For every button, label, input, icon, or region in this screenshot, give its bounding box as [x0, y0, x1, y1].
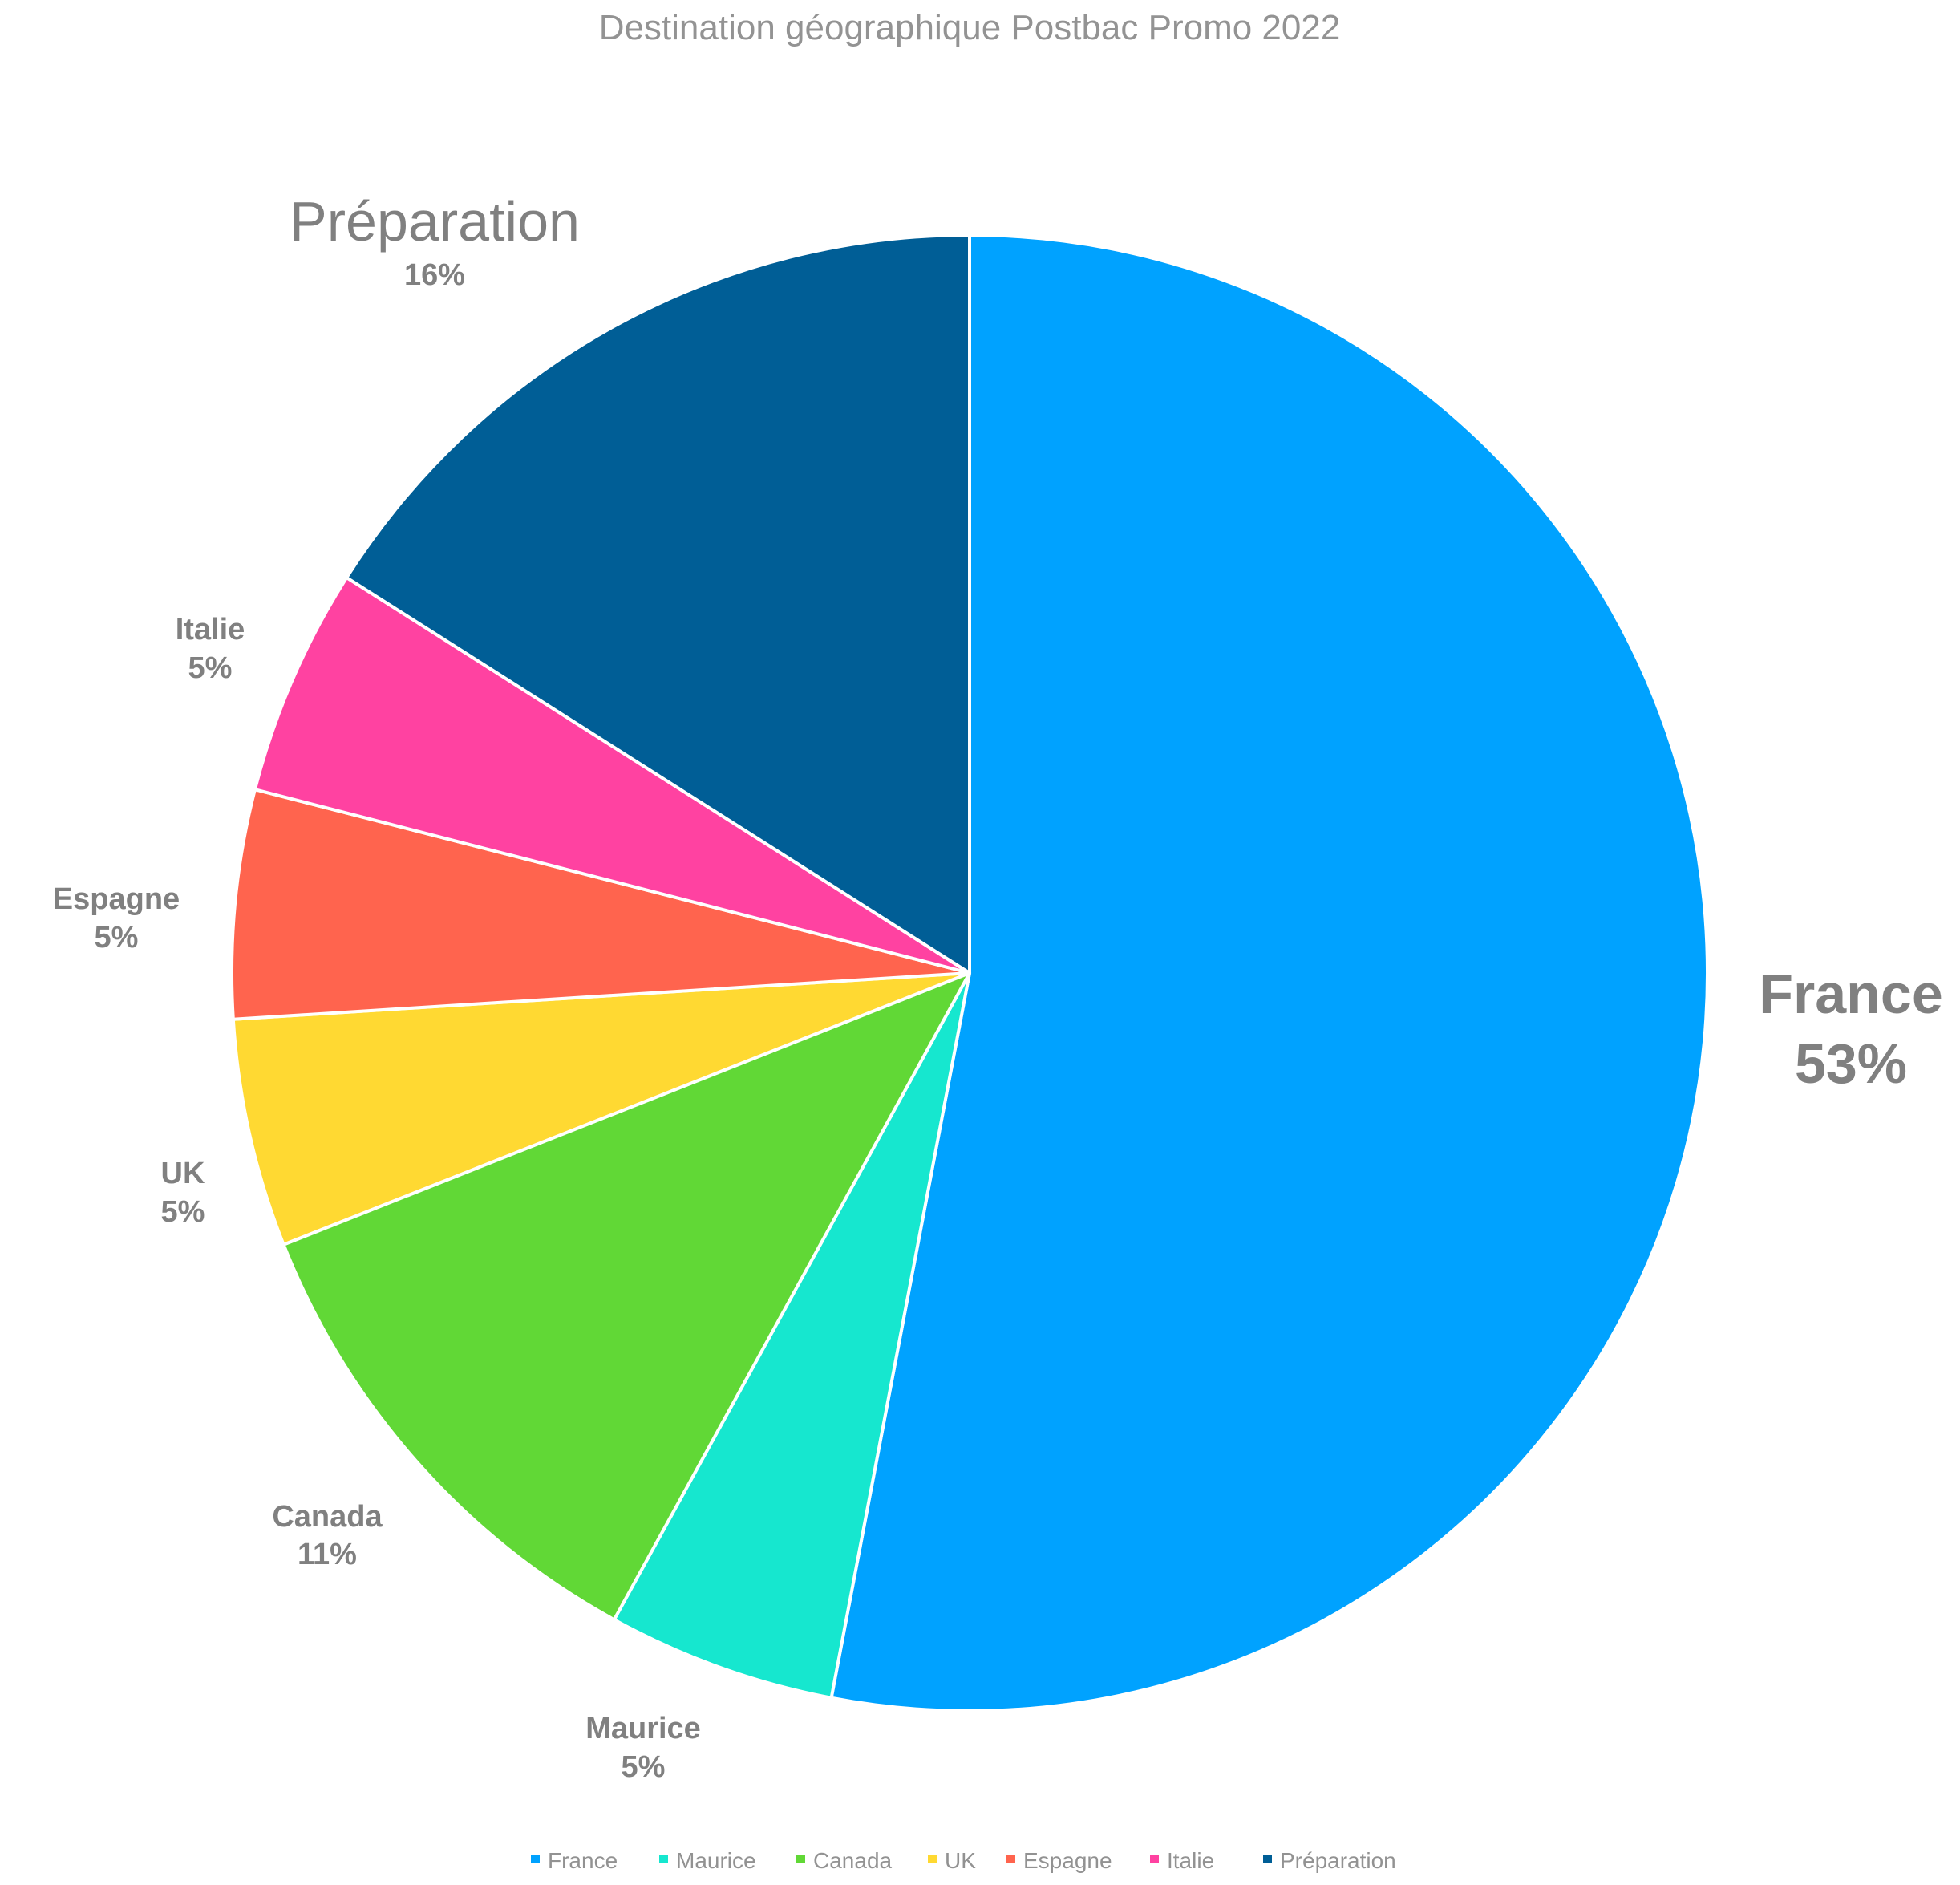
slice-label-category-italie: Italie [176, 613, 245, 647]
slice-label-value-france: 53% [1795, 1032, 1907, 1095]
legend-swatch-uk [928, 1855, 937, 1863]
legend-label-canada: Canada [813, 1848, 893, 1873]
slice-labels: France 53% Maurice 5% Canada 11% UK 5% Espagne 5%… [53, 190, 1943, 1784]
slice-label-value-canada: 11% [298, 1538, 357, 1571]
slice-label-value-italie: 5% [188, 651, 233, 685]
slice-espagne [230, 788, 971, 1021]
legend: France Maurice Canada UK Espagne Italie Prépar… [531, 1848, 1396, 1873]
legend-swatch-canada [796, 1855, 805, 1863]
legend-swatch-france [531, 1855, 540, 1863]
slice-label-value-preparation: 16% [404, 258, 465, 292]
legend-label-france: France [548, 1848, 618, 1873]
slice-label-category-preparation: Préparation [290, 190, 580, 253]
slice-label-value-maurice: 5% [622, 1750, 666, 1784]
pie-slices [230, 233, 1709, 1713]
slice-label-category-france: France [1759, 963, 1943, 1025]
legend-label-uk: UK [945, 1848, 976, 1873]
slice-label-category-canada: Canada [272, 1500, 383, 1534]
legend-swatch-espagne [1006, 1855, 1015, 1863]
slice-preparation [345, 233, 971, 975]
slice-canada [281, 971, 971, 1622]
slice-maurice [612, 971, 971, 1700]
chart-title: Destination géographique Postbac Promo 2… [599, 8, 1341, 47]
legend-label-preparation: Préparation [1280, 1848, 1396, 1873]
slice-label-value-uk: 5% [161, 1195, 205, 1229]
slice-uk [231, 971, 971, 1247]
slice-label-value-espagne: 5% [95, 921, 139, 955]
slice-label-category-maurice: Maurice [585, 1712, 701, 1745]
legend-label-espagne: Espagne [1023, 1848, 1112, 1873]
legend-swatch-maurice [659, 1855, 668, 1863]
slice-france [829, 233, 1709, 1713]
slice-italie [253, 576, 971, 975]
legend-label-maurice: Maurice [676, 1848, 756, 1873]
slice-label-category-uk: UK [161, 1157, 205, 1190]
legend-swatch-preparation [1263, 1855, 1272, 1863]
legend-label-italie: Italie [1167, 1848, 1214, 1873]
legend-swatch-italie [1150, 1855, 1159, 1863]
slice-label-category-espagne: Espagne [53, 882, 180, 916]
